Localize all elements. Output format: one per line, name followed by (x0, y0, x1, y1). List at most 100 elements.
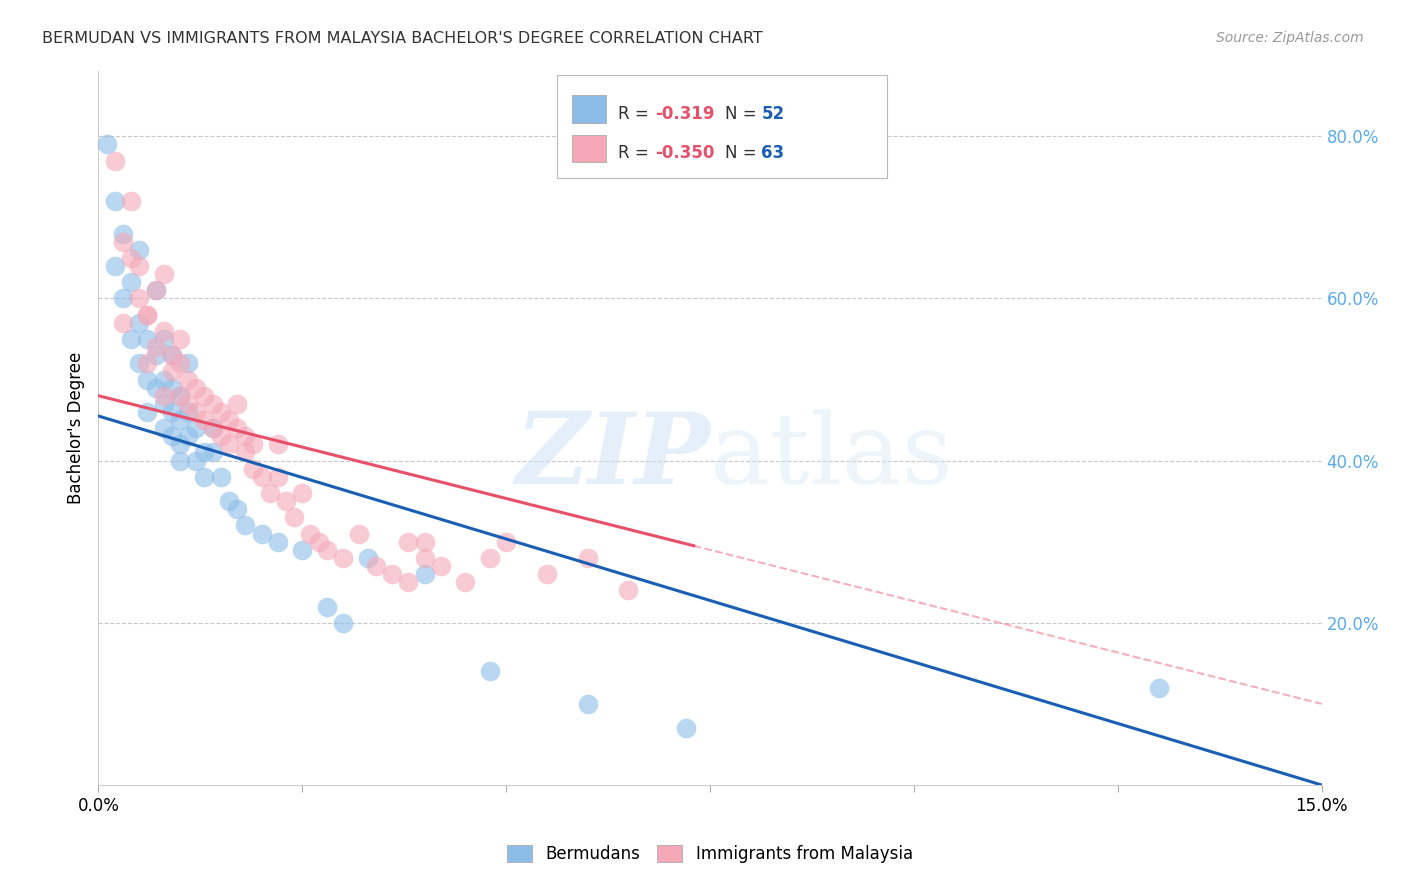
Point (169, 389, 191, 403)
Point (169, 437, 191, 451)
Point (536, 567, 558, 582)
Point (160, 429, 183, 443)
Point (250, 470, 273, 484)
Point (267, 534, 290, 549)
Point (1147, 681, 1170, 695)
Point (152, 324, 174, 338)
Point (120, 194, 142, 208)
Text: -0.319: -0.319 (655, 104, 714, 122)
Point (145, 283, 167, 297)
Point (201, 445, 224, 459)
Text: R =: R = (619, 104, 654, 122)
Point (274, 494, 297, 508)
Text: BERMUDAN VS IMMIGRANTS FROM MALAYSIA BACHELOR'S DEGREE CORRELATION CHART: BERMUDAN VS IMMIGRANTS FROM MALAYSIA BAC… (42, 31, 763, 46)
Point (267, 470, 290, 484)
Point (186, 453, 208, 467)
Point (454, 575, 477, 590)
Text: 52: 52 (762, 104, 785, 122)
Point (299, 526, 322, 541)
Point (169, 332, 191, 346)
Point (413, 534, 436, 549)
Point (145, 348, 167, 362)
Point (111, 316, 134, 330)
Point (104, 153, 127, 168)
Text: N =: N = (724, 144, 762, 161)
Point (145, 283, 167, 297)
Point (242, 461, 264, 475)
Point (111, 292, 134, 306)
Point (177, 356, 200, 370)
Point (169, 413, 191, 427)
Point (104, 194, 127, 208)
Point (315, 542, 337, 557)
Point (169, 389, 191, 403)
Point (332, 615, 354, 630)
Point (193, 389, 215, 403)
Point (218, 413, 240, 427)
Point (152, 421, 174, 435)
Point (136, 332, 159, 346)
Text: Source: ZipAtlas.com: Source: ZipAtlas.com (1216, 31, 1364, 45)
Point (177, 405, 200, 419)
Point (104, 259, 127, 273)
Legend: Bermudans, Immigrants from Malaysia: Bermudans, Immigrants from Malaysia (501, 838, 920, 870)
Text: atlas: atlas (710, 409, 953, 505)
FancyBboxPatch shape (572, 95, 606, 122)
Point (152, 267, 174, 281)
Point (413, 550, 436, 565)
Point (128, 292, 150, 306)
Point (193, 413, 215, 427)
Point (226, 397, 249, 411)
Point (201, 421, 224, 435)
Point (145, 381, 167, 395)
Point (152, 397, 174, 411)
Point (259, 486, 281, 500)
Point (128, 259, 150, 273)
Point (160, 364, 183, 378)
FancyBboxPatch shape (557, 75, 887, 178)
Point (186, 421, 208, 435)
Point (201, 397, 224, 411)
Point (478, 665, 501, 679)
Point (349, 526, 371, 541)
Point (128, 316, 150, 330)
Point (495, 534, 517, 549)
Point (381, 567, 404, 582)
Point (209, 405, 232, 419)
Point (576, 697, 599, 711)
Point (226, 421, 249, 435)
Point (160, 348, 183, 362)
Point (250, 526, 273, 541)
Point (152, 332, 174, 346)
Point (478, 550, 501, 565)
Y-axis label: Bachelor's Degree: Bachelor's Degree (66, 352, 84, 504)
Point (160, 381, 183, 395)
Point (267, 437, 290, 451)
Point (186, 381, 208, 395)
Text: R =: R = (619, 144, 654, 161)
Point (120, 251, 142, 265)
Point (111, 227, 134, 241)
Point (152, 389, 174, 403)
Point (209, 470, 232, 484)
Text: 63: 63 (762, 144, 785, 161)
Point (169, 356, 191, 370)
Point (233, 518, 256, 533)
Point (128, 356, 150, 370)
Text: -0.350: -0.350 (655, 144, 714, 161)
Point (120, 332, 142, 346)
Point (160, 405, 183, 419)
Point (160, 348, 183, 362)
Point (186, 405, 208, 419)
Point (315, 599, 337, 614)
Point (242, 437, 264, 451)
Point (576, 550, 599, 565)
Point (675, 721, 697, 735)
Point (177, 397, 200, 411)
Point (120, 275, 142, 289)
Point (136, 356, 159, 370)
Text: ZIP: ZIP (515, 409, 710, 505)
Point (193, 445, 215, 459)
Point (128, 243, 150, 257)
Point (136, 372, 159, 386)
